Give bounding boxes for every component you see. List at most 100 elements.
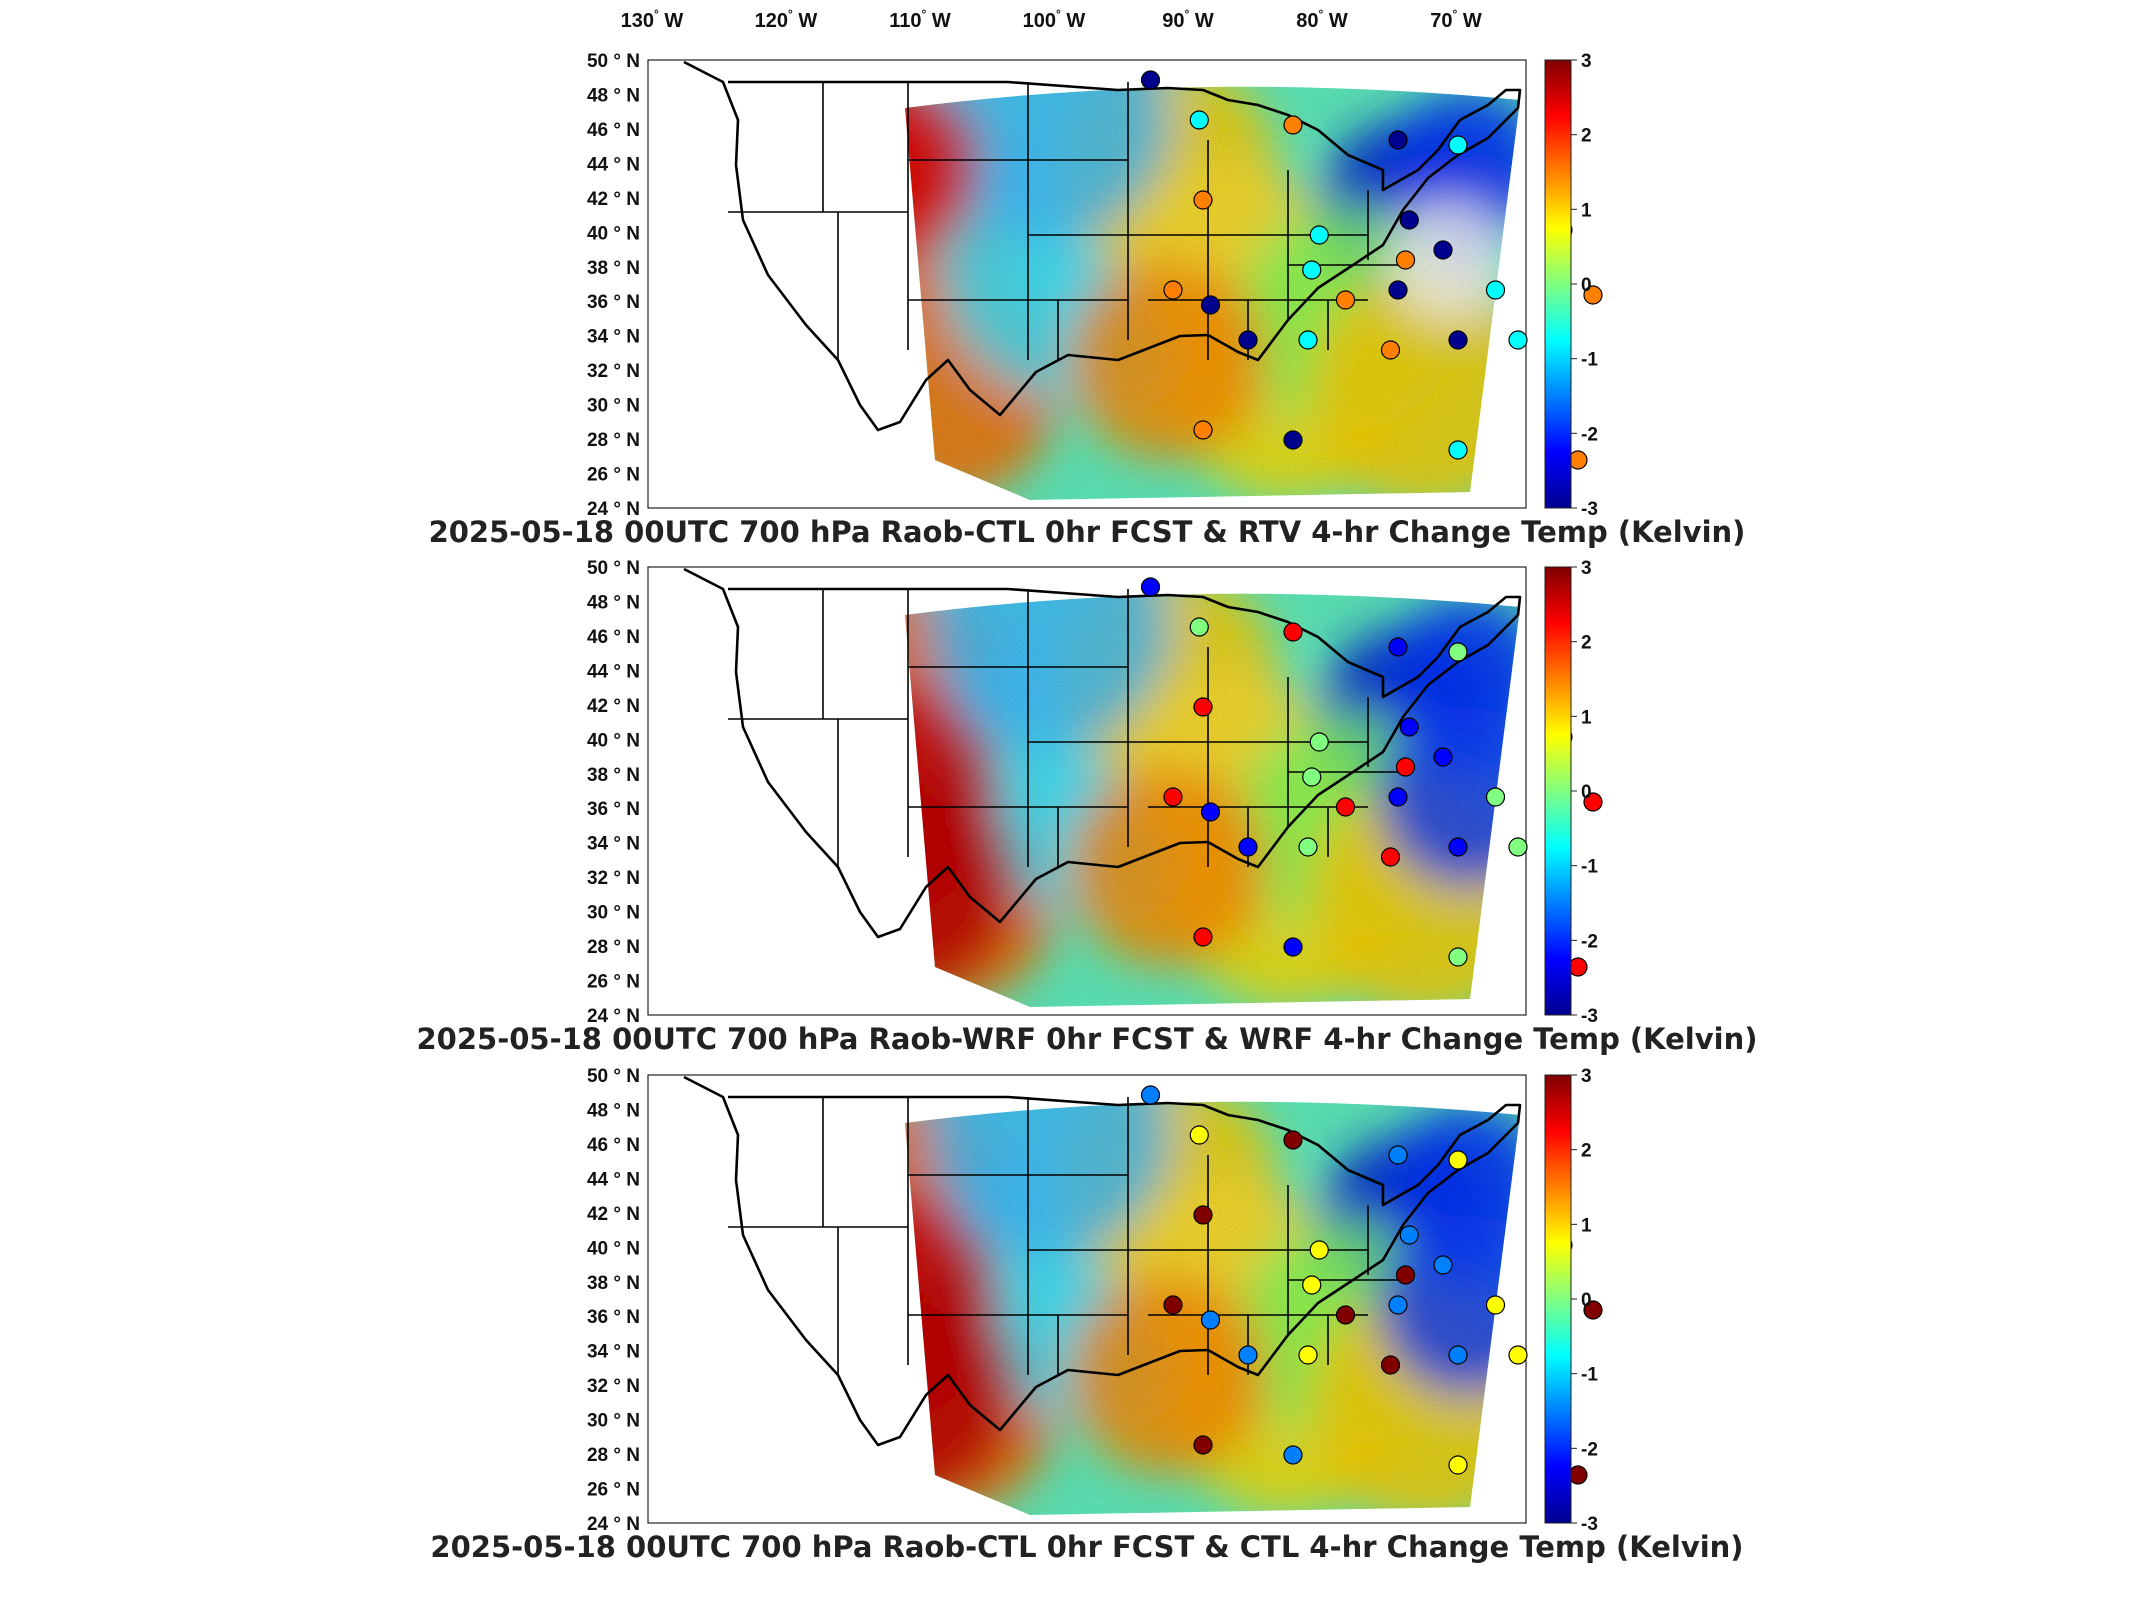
raob-site-marker [1309, 732, 1329, 752]
raob-site-marker [1388, 787, 1408, 807]
lat-label-38: 38 ° N [587, 765, 640, 786]
raob-site-marker [1448, 642, 1468, 662]
raob-site-marker [1193, 420, 1213, 440]
latitude-labels: 50 ° N 48 ° N 46 ° N 44 ° N 42 ° N 40 ° N 38 °… [587, 51, 640, 520]
raob-site-marker [1302, 1275, 1322, 1295]
lat-label-48: 48 ° N [587, 592, 640, 613]
raob-site-marker [1395, 757, 1416, 777]
raob-site-marker [1298, 330, 1318, 350]
lat-label-34: 34 ° N [587, 1342, 640, 1363]
lat-label-26: 26 ° N [587, 1480, 640, 1501]
lat-label-26: 26 ° N [587, 972, 640, 993]
raob-site-marker [1283, 1445, 1303, 1465]
raob-site-marker [1283, 115, 1303, 135]
colorbar-tick-label: 0 [1581, 1290, 1592, 1311]
lat-label-50: 50 ° N [587, 1066, 640, 1087]
map-panel-1: 50 ° N 48 ° N 46 ° N 44 ° N 42 ° N 40 ° N 38 °… [429, 51, 1746, 549]
map-panel-2: 50 ° N 48 ° N 46 ° N 44 ° N 42 ° N 40 ° N 38 °… [416, 558, 1757, 1056]
raob-site-marker [1380, 1355, 1401, 1375]
lat-label-46: 46 ° N [587, 120, 640, 141]
raob-site-marker [1238, 1345, 1258, 1365]
raob-site-marker [1309, 1240, 1329, 1260]
raob-site-marker [1388, 637, 1408, 657]
raob-site-marker [1448, 440, 1468, 460]
raob-site-marker [1309, 225, 1329, 245]
map-panel-3: 50 ° N 48 ° N 46 ° N 44 ° N 42 ° N 40 ° N 38 °… [430, 1066, 1743, 1564]
raob-site-marker [1140, 1085, 1161, 1105]
lat-label-36: 36 ° N [587, 799, 640, 820]
lat-label-30: 30 ° N [587, 1411, 640, 1432]
lat-label-26: 26 ° N [587, 465, 640, 486]
map-panels: 50 ° N 48 ° N 46 ° N 44 ° N 42 ° N 40 ° N 38 °… [416, 51, 1757, 1564]
lon-label-130: 130° W [621, 7, 684, 32]
raob-site-marker [1283, 622, 1303, 642]
lat-label-40: 40 ° N [587, 1238, 640, 1259]
lat-label-40: 40 ° N [587, 730, 640, 751]
lat-label-44: 44 ° N [587, 661, 640, 682]
lon-label-110: 110° W [889, 7, 951, 32]
raob-site-marker [1448, 330, 1468, 350]
raob-site-marker [1193, 1435, 1213, 1455]
latitude-labels: 50 ° N 48 ° N 46 ° N 44 ° N 42 ° N 40 ° N 38 °… [587, 1066, 640, 1535]
lat-label-32: 32 ° N [587, 361, 640, 382]
raob-site-marker [1189, 110, 1209, 130]
raob-site-marker [1568, 1465, 1588, 1485]
latitude-labels: 50 ° N 48 ° N 46 ° N 44 ° N 42 ° N 40 ° N 38 °… [587, 558, 640, 1027]
lat-label-30: 30 ° N [587, 903, 640, 924]
raob-site-marker [1448, 837, 1468, 857]
panel-title: 2025-05-18 00UTC 700 hPa Raob-CTL 0hr FC… [430, 1530, 1743, 1564]
raob-site-marker [1448, 135, 1468, 155]
colorbar: 3 2 1 0 -1 -2 -3 [1544, 1066, 1598, 1535]
raob-site-marker [1189, 1125, 1209, 1145]
raob-site-marker [1433, 1255, 1453, 1275]
colorbar-tick-label: 0 [1581, 782, 1592, 803]
lat-label-28: 28 ° N [587, 1445, 640, 1466]
colorbar-tick-label: 2 [1581, 1141, 1592, 1162]
lat-label-28: 28 ° N [587, 430, 640, 451]
raob-site-marker [1163, 1295, 1183, 1315]
lat-label-48: 48 ° N [587, 85, 640, 106]
raob-site-marker [1388, 1145, 1408, 1165]
raob-site-marker [1568, 957, 1588, 977]
raob-site-marker [1238, 837, 1258, 857]
raob-site-marker [1485, 1295, 1506, 1315]
raob-site-marker [1583, 285, 1603, 305]
lat-label-36: 36 ° N [587, 292, 640, 313]
raob-site-marker [1238, 330, 1258, 350]
raob-site-marker [1193, 1205, 1213, 1225]
colorbar-tick-label: 1 [1581, 707, 1592, 728]
lon-label-90: 90° W [1162, 7, 1214, 32]
colorbar: 3 2 1 0 -1 -2 -3 [1544, 558, 1598, 1027]
raob-site-marker [1193, 190, 1213, 210]
raob-site-marker [1302, 260, 1322, 280]
lat-label-34: 34 ° N [587, 327, 640, 348]
raob-site-marker [1302, 767, 1322, 787]
colorbar-tick-label: 2 [1581, 633, 1592, 654]
colorbar-tick-label: 1 [1581, 1215, 1592, 1236]
raob-site-marker [1283, 1130, 1303, 1150]
lat-label-46: 46 ° N [587, 627, 640, 648]
raob-site-marker [1395, 1265, 1416, 1285]
raob-site-marker [1433, 747, 1453, 767]
lat-label-50: 50 ° N [587, 51, 640, 72]
raob-site-marker [1395, 250, 1416, 270]
colorbar-tick-label: -2 [1581, 1439, 1598, 1460]
lat-label-28: 28 ° N [587, 937, 640, 958]
lat-label-24: 24 ° N [587, 499, 640, 520]
raob-site-marker [1508, 1345, 1528, 1365]
colorbar-tick-label: -1 [1581, 1365, 1598, 1386]
colorbar-tick-label: -1 [1581, 857, 1598, 878]
lat-label-24: 24 ° N [587, 1006, 640, 1027]
lon-label-70: 70° W [1430, 7, 1482, 32]
raob-site-marker [1508, 837, 1528, 857]
raob-site-marker [1399, 717, 1419, 737]
lat-label-34: 34 ° N [587, 834, 640, 855]
lat-label-46: 46 ° N [587, 1135, 640, 1156]
lat-label-32: 32 ° N [587, 868, 640, 889]
raob-site-marker [1335, 797, 1356, 817]
lat-label-30: 30 ° N [587, 396, 640, 417]
raob-site-marker [1485, 280, 1506, 300]
raob-site-marker [1448, 1345, 1468, 1365]
lat-label-38: 38 ° N [587, 258, 640, 279]
